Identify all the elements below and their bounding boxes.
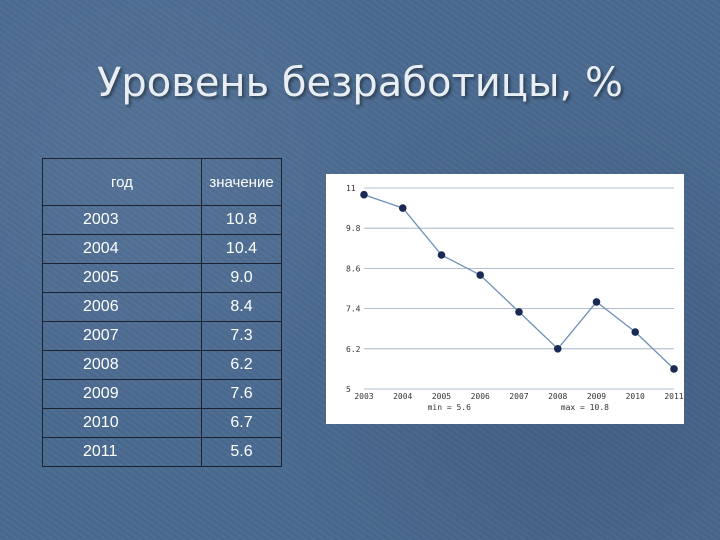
y-tick-label: 5: [346, 385, 351, 394]
x-tick-label: 2004: [393, 392, 412, 401]
table-row: 2003 10.8: [42, 205, 282, 235]
cell-value: 5.6: [201, 437, 282, 467]
data-point: [476, 271, 485, 279]
cell-year: 2003: [42, 205, 202, 235]
table-row: 2006 8.4: [42, 292, 282, 322]
slide-title: Уровень безработицы, %: [97, 60, 623, 106]
cell-value: 6.2: [201, 350, 282, 380]
cell-year: 2011: [42, 437, 202, 467]
x-tick-label: 2011: [664, 392, 683, 401]
data-point: [398, 204, 407, 212]
data-point: [592, 298, 601, 306]
cell-year: 2010: [42, 408, 202, 438]
data-point: [631, 328, 640, 336]
x-tick-label: 2005: [432, 392, 451, 401]
x-tick-labels: 2003 2004 2005 2006 2007 2008 2009 2010 2011: [354, 392, 683, 401]
x-tick-label: 2006: [471, 392, 490, 401]
data-point: [670, 365, 678, 373]
cell-year: 2008: [42, 350, 202, 380]
y-tick-label: 9.8: [346, 224, 361, 233]
table-row: 2010 6.7: [42, 408, 282, 438]
table-row: 2011 5.6: [42, 437, 282, 467]
cell-year: 2005: [42, 263, 202, 293]
cell-year: 2004: [42, 234, 202, 264]
cell-value: 10.4: [201, 234, 282, 264]
table-header-row: год значение: [42, 158, 282, 206]
max-label: max = 10.8: [561, 403, 609, 412]
y-tick-labels: 11 9.8 8.6 7.4 6.2 5: [346, 184, 361, 394]
x-tick-label: 2010: [626, 392, 645, 401]
cell-year: 2007: [42, 321, 202, 351]
y-tick-label: 7.4: [346, 305, 361, 314]
min-label: min = 5.6: [428, 403, 472, 412]
x-tick-label: 2003: [354, 392, 373, 401]
series-line: [363, 194, 675, 370]
header-value: значение: [201, 158, 282, 206]
table-row: 2004 10.4: [42, 234, 282, 264]
x-tick-label: 2008: [548, 392, 567, 401]
table-row: 2009 7.6: [42, 379, 282, 409]
header-year: год: [42, 158, 202, 206]
line-chart: 11 9.8 8.6 7.4 6.2 5 2003 2004 2005 2006 2007 2008…: [326, 174, 684, 424]
data-point: [437, 251, 446, 259]
x-tick-label: 2007: [509, 392, 528, 401]
cell-year: 2009: [42, 379, 202, 409]
series-markers: [360, 190, 678, 373]
cell-value: 7.6: [201, 379, 282, 409]
data-table: год значение 2003 10.8 2004 10.4 2005 9.0 2…: [42, 158, 282, 467]
cell-value: 8.4: [201, 292, 282, 322]
data-point: [360, 190, 368, 199]
table-row: 2008 6.2: [42, 350, 282, 380]
cell-year: 2006: [42, 292, 202, 322]
cell-value: 6.7: [201, 408, 282, 438]
y-tick-label: 6.2: [346, 345, 361, 354]
x-tick-label: 2009: [587, 392, 606, 401]
cell-value: 9.0: [201, 263, 282, 293]
y-tick-label: 11: [346, 184, 356, 193]
grid-lines: [364, 187, 674, 390]
cell-value: 10.8: [201, 205, 282, 235]
line-chart-svg: 11 9.8 8.6 7.4 6.2 5 2003 2004 2005 2006 2007 2008…: [346, 184, 684, 412]
y-tick-label: 8.6: [346, 264, 361, 273]
data-point: [553, 345, 562, 353]
data-point: [515, 308, 523, 316]
table-row: 2005 9.0: [42, 263, 282, 293]
table-row: 2007 7.3: [42, 321, 282, 351]
cell-value: 7.3: [201, 321, 282, 351]
